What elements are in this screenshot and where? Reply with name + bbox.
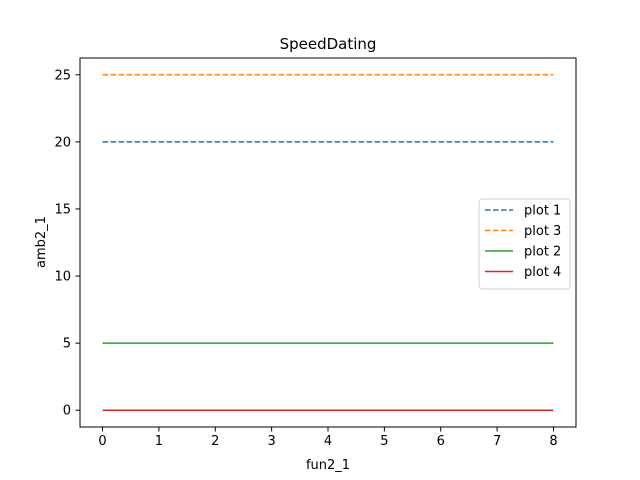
legend-label: plot 2 — [524, 245, 561, 260]
y-tick-label: 15 — [54, 202, 71, 217]
y-axis-label: amb2_1 — [34, 216, 49, 268]
x-tick-label: 8 — [549, 434, 557, 449]
x-axis-label: fun2_1 — [306, 458, 350, 473]
y-tick-label: 5 — [63, 337, 71, 352]
x-tick-label: 2 — [211, 434, 219, 449]
legend: plot 1 plot 3 plot 2 plot 4 — [478, 198, 571, 290]
legend-label: plot 1 — [524, 204, 561, 219]
x-tick-label: 6 — [437, 434, 445, 449]
legend-box — [478, 198, 571, 290]
x-tick-label: 1 — [155, 434, 163, 449]
plot-area: 0 1 2 3 4 5 6 7 8 0 5 10 15 20 25 — [54, 57, 577, 449]
legend-label: plot 4 — [524, 265, 561, 280]
y-tick-label: 20 — [54, 135, 71, 150]
x-tick-label: 4 — [324, 434, 332, 449]
y-tick-label: 10 — [54, 270, 71, 285]
x-tick-label: 5 — [380, 434, 388, 449]
x-tick-label: 0 — [98, 434, 106, 449]
x-tick-label: 7 — [493, 434, 501, 449]
legend-label: plot 3 — [524, 224, 561, 239]
y-tick-label: 0 — [63, 404, 71, 419]
chart-title: SpeedDating — [280, 35, 377, 53]
y-tick-label: 25 — [54, 68, 71, 83]
x-tick-label: 3 — [267, 434, 275, 449]
